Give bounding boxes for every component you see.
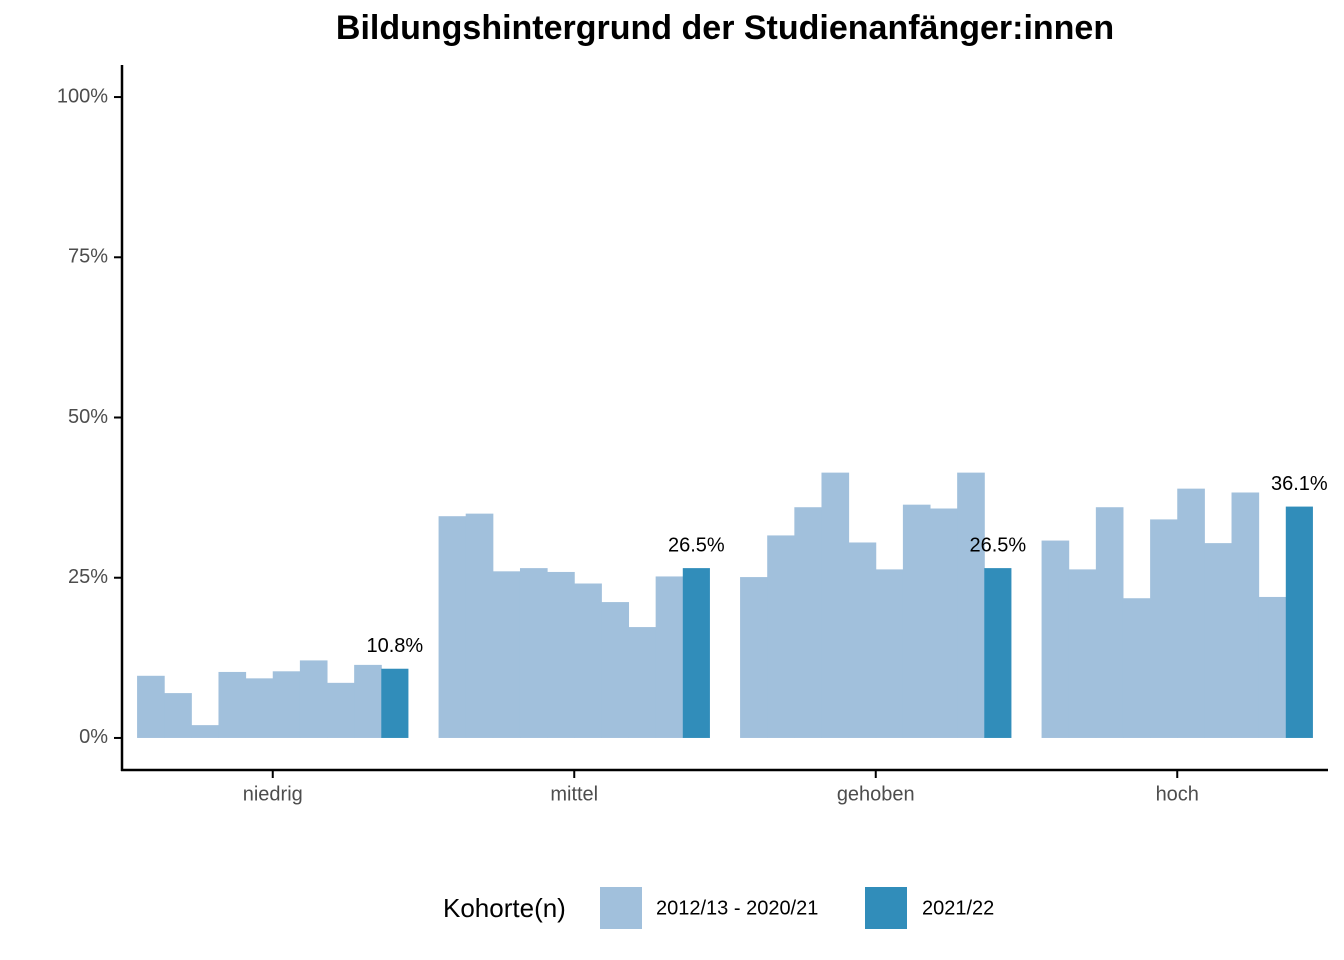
bar [1177, 488, 1205, 738]
legend-label: 2012/13 - 2020/21 [656, 897, 818, 919]
legend-label: 2021/22 [922, 897, 994, 919]
bar [465, 513, 494, 738]
bar [547, 571, 575, 738]
bar [1285, 506, 1313, 738]
bar [438, 516, 467, 738]
bar [137, 675, 165, 738]
bar [245, 678, 274, 738]
bar [628, 627, 657, 738]
legend-swatch [600, 887, 642, 929]
bar [740, 577, 768, 738]
bar [519, 568, 548, 738]
data-label: 10.8% [366, 635, 423, 657]
bar [354, 664, 382, 738]
bar [1204, 543, 1233, 738]
bar [381, 668, 409, 738]
bar [1150, 519, 1178, 738]
bar [601, 602, 630, 738]
y-tick-label: 0% [79, 726, 108, 748]
bar [191, 725, 219, 738]
bar [875, 569, 904, 738]
bar [1122, 598, 1151, 738]
data-label: 26.5% [668, 534, 725, 556]
bar [218, 671, 247, 738]
x-tick-label: hoch [1156, 783, 1199, 805]
data-label: 26.5% [969, 534, 1026, 556]
bar [574, 583, 602, 738]
legend-title: Kohorte(n) [443, 893, 566, 923]
bar [1041, 540, 1070, 738]
bar [682, 568, 710, 738]
bar [272, 671, 301, 738]
bar [655, 576, 684, 738]
x-tick-label: gehoben [837, 783, 915, 805]
bar [957, 472, 985, 738]
bar [1068, 569, 1097, 738]
y-tick-label: 75% [68, 246, 108, 268]
legend-swatch [865, 887, 907, 929]
x-tick-label: niedrig [243, 783, 303, 805]
y-tick-label: 100% [57, 85, 108, 107]
bar [984, 568, 1012, 738]
bar [794, 507, 822, 738]
bar [930, 508, 958, 738]
bar [1095, 507, 1124, 738]
bar [1258, 596, 1287, 738]
data-label: 36.1% [1271, 473, 1328, 495]
bar [821, 472, 850, 738]
bar [492, 571, 521, 738]
x-tick-label: mittel [550, 783, 598, 805]
bar [902, 504, 931, 738]
bar [1231, 492, 1260, 738]
y-tick-label: 25% [68, 566, 108, 588]
bar [767, 535, 795, 738]
y-tick-label: 50% [68, 406, 108, 428]
bar [848, 542, 877, 738]
bar [299, 660, 328, 738]
bar [164, 693, 192, 738]
chart-title: Bildungshintergrund der Studienanfänger:… [336, 9, 1114, 47]
bar [327, 682, 355, 738]
